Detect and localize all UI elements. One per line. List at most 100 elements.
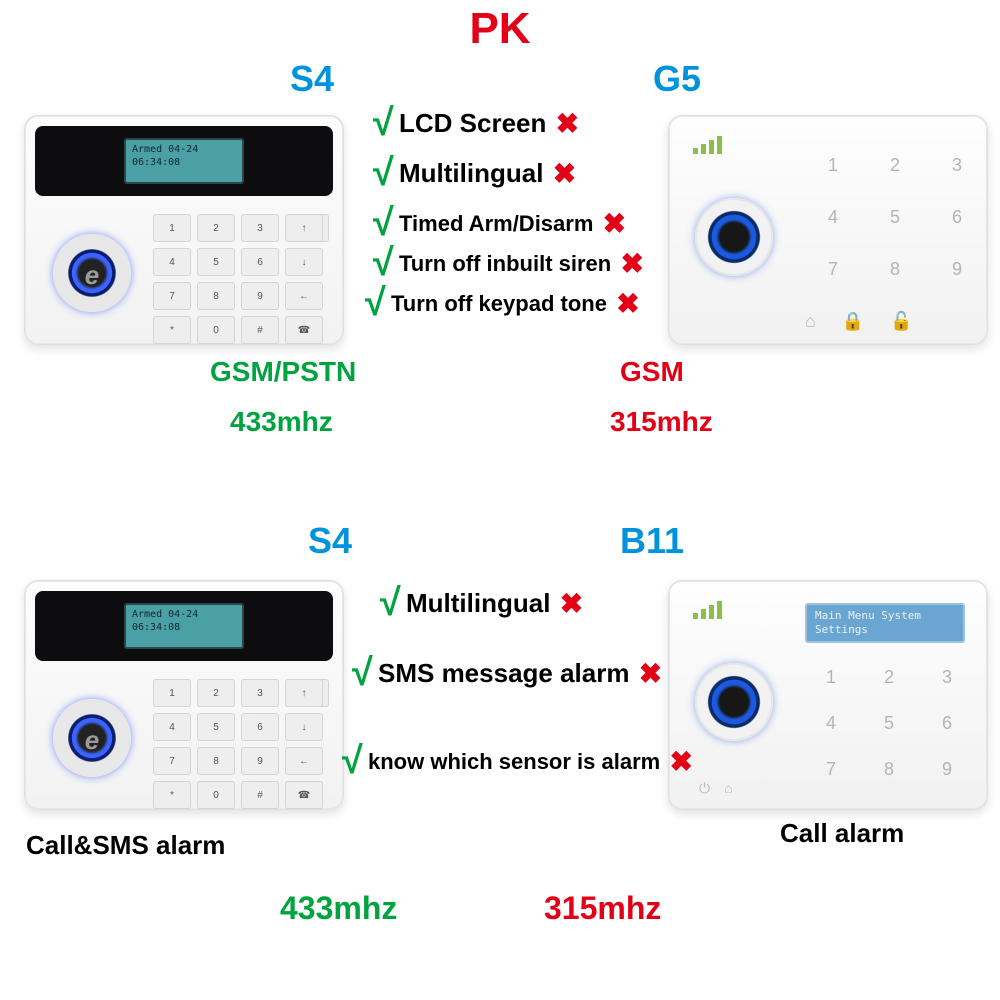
s4-key: 5 bbox=[197, 248, 235, 276]
s4-keypad: 1 2 3 ↑ 4 5 6 ↓ 7 8 9 ← * 0 # ☎ bbox=[153, 679, 323, 809]
g5-key: 4 bbox=[805, 194, 861, 240]
s4-key: ← bbox=[285, 282, 323, 310]
s4-key: 8 bbox=[197, 747, 235, 775]
s4-key: # bbox=[241, 781, 279, 809]
b11-keypad: 1 2 3 4 5 6 7 8 9 bbox=[805, 657, 973, 789]
b11-key: 5 bbox=[863, 703, 915, 743]
s4-key: ↑ bbox=[285, 214, 323, 242]
check-icon: √ bbox=[363, 152, 399, 195]
g5-key: 8 bbox=[867, 246, 923, 292]
c2-right-note: Call alarm bbox=[780, 818, 904, 849]
g5-key: 2 bbox=[867, 142, 923, 188]
unlock-icon: 🔓 bbox=[890, 311, 912, 332]
check-icon: √ bbox=[363, 242, 399, 285]
c1-left-spec1: GSM/PSTN bbox=[210, 356, 356, 388]
cross-icon: ✖ bbox=[635, 657, 665, 690]
feature-text: Turn off keypad tone bbox=[391, 291, 607, 317]
s4-key: 4 bbox=[153, 713, 191, 741]
b11-key: 9 bbox=[921, 749, 973, 789]
g5-key: 5 bbox=[867, 194, 923, 240]
s4-keypad: 1 2 3 ↑ 4 5 6 ↓ 7 8 9 ← * 0 # ☎ bbox=[153, 214, 323, 344]
c2-row: √ SMS message alarm ✖ bbox=[342, 652, 665, 695]
check-icon: √ bbox=[370, 582, 406, 625]
check-icon: √ bbox=[342, 652, 378, 695]
feature-text: Timed Arm/Disarm bbox=[399, 211, 593, 237]
s4-key: ☎ bbox=[285, 781, 323, 809]
s4-key: 7 bbox=[153, 747, 191, 775]
s4-lcd: Armed 04-24 06:34:08 bbox=[124, 603, 244, 649]
c1-row: √ LCD Screen ✖ bbox=[363, 102, 582, 145]
cross-icon: ✖ bbox=[552, 107, 582, 140]
device-s4-bottom: Armed 04-24 06:34:08 e ESC 1 2 3 ↑ 4 5 6… bbox=[24, 580, 344, 810]
s4-key: 6 bbox=[241, 713, 279, 741]
b11-key: 8 bbox=[863, 749, 915, 789]
s4-key: ☎ bbox=[285, 316, 323, 344]
b11-key: 6 bbox=[921, 703, 973, 743]
s4-key: 7 bbox=[153, 282, 191, 310]
feature-text: LCD Screen bbox=[399, 108, 546, 139]
g5-key: 7 bbox=[805, 246, 861, 292]
device-g5: 1 2 3 4 5 6 7 8 9 ⌂ 🔒 🔓 bbox=[668, 115, 988, 345]
s4-logo-icon: e bbox=[69, 252, 115, 298]
feature-text: SMS message alarm bbox=[378, 658, 629, 689]
s4-key: 0 bbox=[197, 781, 235, 809]
check-icon: √ bbox=[363, 202, 399, 245]
b11-ring-icon bbox=[695, 663, 773, 741]
c1-right-model: G5 bbox=[653, 58, 701, 100]
lock-icon: 🔒 bbox=[842, 311, 864, 332]
s4-key: 3 bbox=[241, 679, 279, 707]
c1-left-model: S4 bbox=[290, 58, 334, 100]
c1-row: √ Multilingual ✖ bbox=[363, 152, 579, 195]
s4-key: 4 bbox=[153, 248, 191, 276]
c1-row: √ Turn off inbuilt siren ✖ bbox=[363, 242, 647, 285]
g5-keypad: 1 2 3 4 5 6 7 8 9 bbox=[805, 142, 985, 292]
g5-key: 1 bbox=[805, 142, 861, 188]
s4-key: 5 bbox=[197, 713, 235, 741]
b11-key: 4 bbox=[805, 703, 857, 743]
device-b11: Main Menu System Settings 1 2 3 4 5 6 7 … bbox=[668, 580, 988, 810]
power-icon: ⏻ bbox=[699, 780, 710, 797]
g5-key: 9 bbox=[929, 246, 985, 292]
c2-right-spec: 315mhz bbox=[544, 890, 661, 927]
s4-lcd: Armed 04-24 06:34:08 bbox=[124, 138, 244, 184]
feature-text: know which sensor is alarm bbox=[368, 749, 660, 775]
s4-key: * bbox=[153, 781, 191, 809]
s4-key: 3 bbox=[241, 214, 279, 242]
pk-title: PK bbox=[469, 4, 530, 54]
cross-icon: ✖ bbox=[556, 587, 586, 620]
home-icon: ⌂ bbox=[724, 780, 732, 797]
s4-key: 1 bbox=[153, 679, 191, 707]
check-icon: √ bbox=[363, 102, 399, 145]
cross-icon: ✖ bbox=[613, 287, 643, 320]
s4-key: ↓ bbox=[285, 713, 323, 741]
cross-icon: ✖ bbox=[549, 157, 579, 190]
s4-key: 6 bbox=[241, 248, 279, 276]
gsm-signal-icon bbox=[693, 136, 723, 154]
feature-text: Turn off inbuilt siren bbox=[399, 251, 611, 277]
c2-left-note: Call&SMS alarm bbox=[26, 830, 225, 861]
c1-right-spec2: 315mhz bbox=[610, 406, 713, 438]
s4-key: 1 bbox=[153, 214, 191, 242]
s4-key: 2 bbox=[197, 679, 235, 707]
b11-bottom-icons: ⏻ ⌂ bbox=[699, 780, 733, 797]
c2-right-model: B11 bbox=[620, 520, 684, 562]
g5-bottom-icons: ⌂ 🔒 🔓 bbox=[805, 311, 913, 332]
g5-key: 6 bbox=[929, 194, 985, 240]
s4-key: 9 bbox=[241, 747, 279, 775]
c1-left-spec2: 433mhz bbox=[230, 406, 333, 438]
cross-icon: ✖ bbox=[617, 247, 647, 280]
b11-key: 2 bbox=[863, 657, 915, 697]
c1-row: √ Timed Arm/Disarm ✖ bbox=[363, 202, 629, 245]
s4-key: * bbox=[153, 316, 191, 344]
s4-logo-icon: e bbox=[69, 717, 115, 763]
s4-topbar: Armed 04-24 06:34:08 bbox=[35, 126, 333, 196]
feature-text: Multilingual bbox=[406, 588, 550, 619]
device-s4-top: Armed 04-24 06:34:08 e ESC 1 2 3 ↑ 4 5 6… bbox=[24, 115, 344, 345]
s4-key: # bbox=[241, 316, 279, 344]
home-icon: ⌂ bbox=[805, 311, 816, 332]
c2-row: √ know which sensor is alarm ✖ bbox=[332, 740, 696, 783]
s4-key: ↓ bbox=[285, 248, 323, 276]
s4-key: 0 bbox=[197, 316, 235, 344]
s4-key: 8 bbox=[197, 282, 235, 310]
g5-ring-icon bbox=[695, 198, 773, 276]
